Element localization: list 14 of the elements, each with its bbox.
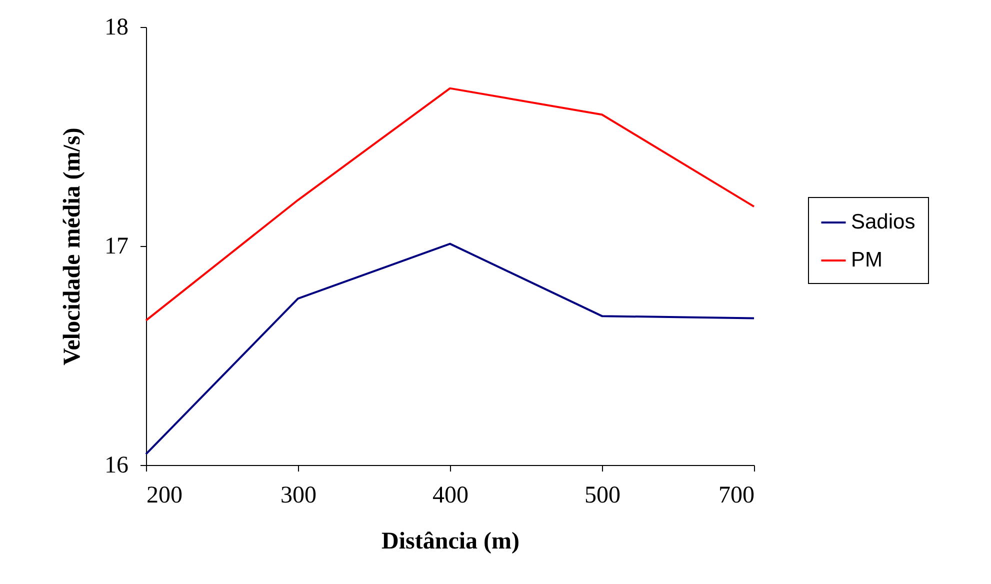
x-tick-label: 400 bbox=[432, 482, 468, 508]
y-tick-label: 17 bbox=[104, 234, 128, 260]
x-axis-title: Distância (m) bbox=[382, 528, 520, 554]
line-series bbox=[145, 242, 755, 456]
legend-label: PM bbox=[851, 248, 882, 272]
x-tick-label: 500 bbox=[584, 482, 620, 508]
legend-label: Sadios bbox=[851, 210, 916, 234]
x-tick-label: 700 bbox=[718, 482, 754, 508]
y-tick-label: 18 bbox=[104, 14, 128, 40]
line-series bbox=[145, 87, 755, 322]
x-tick-label: 300 bbox=[280, 482, 316, 508]
y-axis-title: Velocidade média (m/s) bbox=[60, 128, 86, 366]
x-tick-label: 200 bbox=[146, 482, 182, 508]
y-tick-label: 16 bbox=[104, 452, 128, 478]
